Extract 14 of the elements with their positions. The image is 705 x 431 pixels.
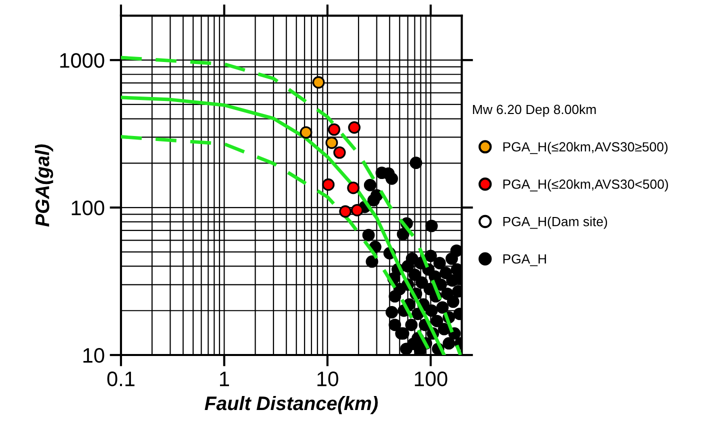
legend-label: PGA_H	[503, 254, 546, 266]
y-tick-label: 10	[83, 348, 104, 363]
legend-label: PGA_H(Dam site)	[503, 216, 608, 229]
y-tick-label: 1000	[60, 53, 104, 68]
legend-label: PGA_H(≤20km,AVS30<500)	[503, 179, 668, 192]
x-tick-label: 10	[317, 372, 338, 386]
x-tick-label: 100	[414, 372, 448, 386]
x-tick-label: 0.1	[107, 372, 134, 386]
y-tick-label: 100	[72, 200, 104, 216]
x-tick-label: 1	[220, 372, 229, 386]
y-axis-title: PGA(gal)	[34, 144, 54, 227]
legend-title: Mw 6.20 Dep 8.00km	[473, 104, 596, 117]
x-axis-title: Fault Distance(km)	[204, 396, 378, 414]
legend-label: PGA_H(≤20km,AVS30≥500)	[503, 142, 668, 154]
